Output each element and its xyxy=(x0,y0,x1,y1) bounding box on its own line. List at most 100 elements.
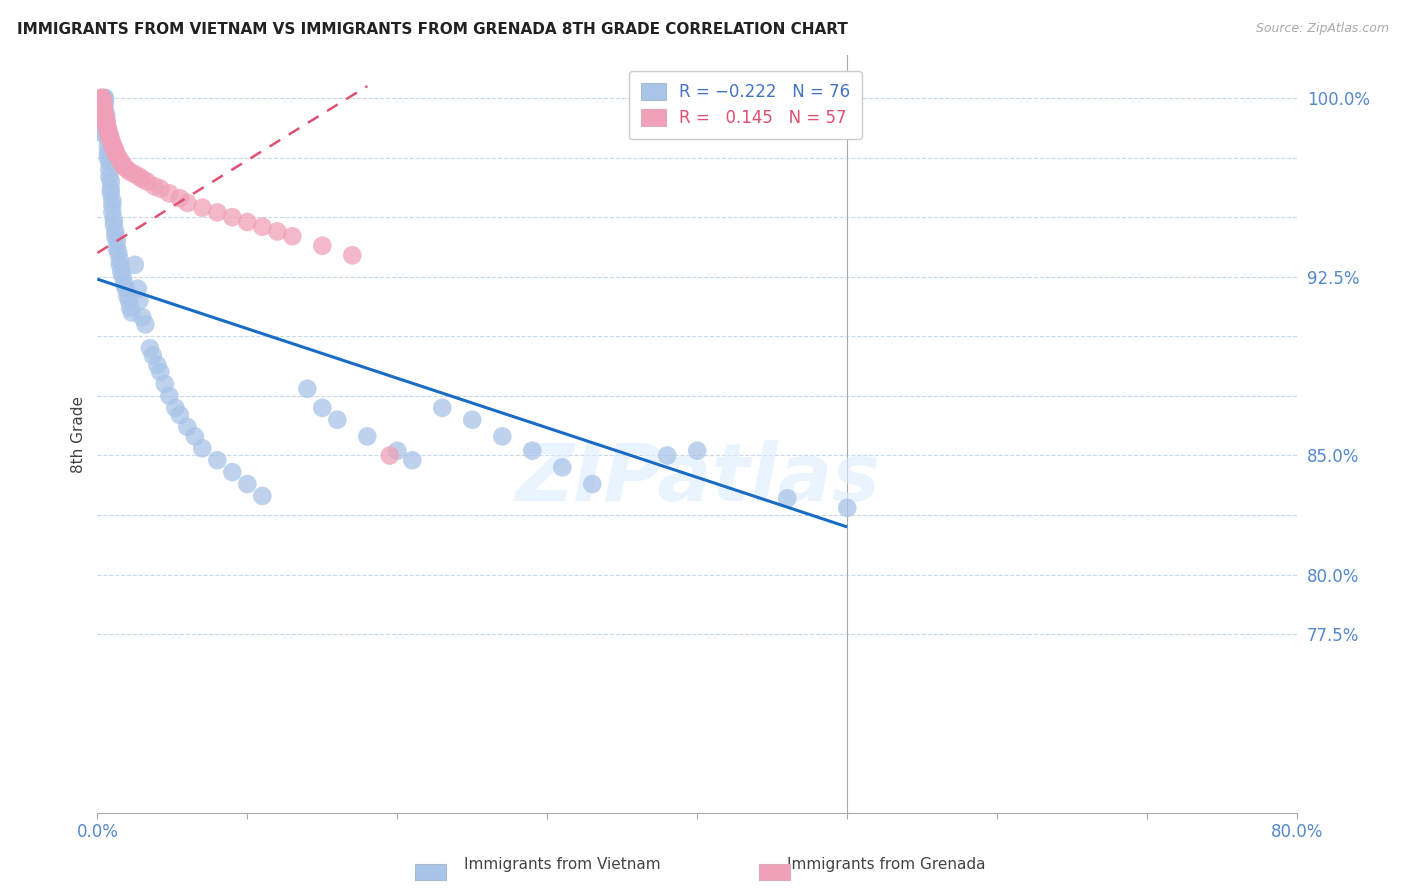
Point xyxy=(128,293,150,308)
Point xyxy=(297,382,319,396)
Point xyxy=(191,442,214,456)
Point xyxy=(837,500,859,515)
Point xyxy=(124,167,146,181)
Point xyxy=(581,477,603,491)
Point xyxy=(311,239,333,253)
Point xyxy=(387,443,409,458)
Point xyxy=(97,122,120,136)
Point xyxy=(104,225,127,239)
Point xyxy=(118,293,141,308)
Point xyxy=(93,103,115,117)
Point xyxy=(236,477,259,491)
Point xyxy=(110,265,132,279)
Legend: R = −0.222   N = 76, R =   0.145   N = 57: R = −0.222 N = 76, R = 0.145 N = 57 xyxy=(628,71,862,139)
Point xyxy=(96,108,118,122)
Point xyxy=(96,115,118,129)
Point xyxy=(105,241,128,255)
Point xyxy=(120,165,142,179)
Point xyxy=(93,105,115,120)
Point xyxy=(98,169,121,184)
Point xyxy=(686,443,709,458)
Point xyxy=(94,95,117,110)
Point xyxy=(98,129,121,144)
Point xyxy=(111,158,134,172)
Point xyxy=(143,179,166,194)
Point xyxy=(131,172,153,186)
Point xyxy=(165,401,187,415)
Point xyxy=(96,120,118,134)
Point xyxy=(96,117,118,131)
Point xyxy=(252,489,274,503)
Point xyxy=(108,258,131,272)
Point xyxy=(281,229,304,244)
Point xyxy=(207,453,229,467)
Point xyxy=(94,108,117,122)
Point xyxy=(110,155,132,169)
Point xyxy=(93,95,115,110)
Point xyxy=(124,258,146,272)
Point xyxy=(98,127,121,141)
Point xyxy=(103,141,125,155)
Point xyxy=(103,217,125,231)
Point xyxy=(153,376,176,391)
Point xyxy=(98,155,121,169)
Point xyxy=(105,234,128,248)
Point xyxy=(115,282,138,296)
Point xyxy=(149,365,172,379)
Point xyxy=(103,212,125,227)
Point xyxy=(107,246,129,260)
Point xyxy=(107,151,129,165)
Point xyxy=(491,429,513,443)
Text: Immigrants from Vietnam: Immigrants from Vietnam xyxy=(464,857,661,872)
Point xyxy=(94,112,117,127)
Point xyxy=(184,429,207,443)
Point xyxy=(142,348,165,362)
Point xyxy=(522,443,544,458)
Point xyxy=(108,253,131,268)
Point xyxy=(100,181,122,195)
Point xyxy=(112,160,135,174)
Point xyxy=(97,131,120,145)
Point xyxy=(117,289,139,303)
Point xyxy=(169,408,191,422)
Text: Source: ZipAtlas.com: Source: ZipAtlas.com xyxy=(1256,22,1389,36)
Point xyxy=(176,195,198,210)
Point xyxy=(93,98,115,112)
Point xyxy=(657,449,679,463)
Point xyxy=(326,413,349,427)
Point xyxy=(112,277,135,291)
Text: ZIPatlas: ZIPatlas xyxy=(515,441,880,518)
Point xyxy=(94,103,117,117)
Point xyxy=(98,129,121,144)
Point xyxy=(97,122,120,136)
Point xyxy=(135,174,157,188)
Point xyxy=(101,138,124,153)
Point xyxy=(104,144,127,158)
Point xyxy=(94,108,117,122)
Point xyxy=(100,186,122,201)
Point xyxy=(221,465,243,479)
Point xyxy=(191,201,214,215)
Point xyxy=(149,181,172,195)
Point xyxy=(97,151,120,165)
Text: Immigrants from Grenada: Immigrants from Grenada xyxy=(786,857,986,872)
Point xyxy=(97,138,120,153)
Point xyxy=(100,131,122,145)
Point xyxy=(100,174,122,188)
Point xyxy=(96,115,118,129)
Point xyxy=(94,91,117,105)
Point xyxy=(146,358,169,372)
Point xyxy=(97,124,120,138)
Point xyxy=(432,401,454,415)
Point xyxy=(131,310,153,325)
Point xyxy=(90,91,112,105)
Point xyxy=(94,110,117,124)
Point xyxy=(139,341,162,355)
Point xyxy=(378,449,401,463)
Point xyxy=(93,98,115,112)
Point xyxy=(97,145,120,160)
Point xyxy=(101,205,124,219)
Point xyxy=(311,401,333,415)
Point xyxy=(461,413,484,427)
Point xyxy=(266,225,288,239)
